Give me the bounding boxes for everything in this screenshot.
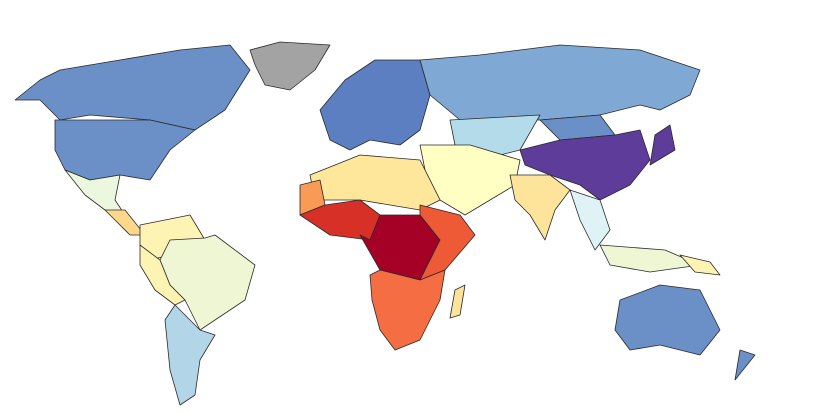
madagascar [449, 284, 466, 319]
papua [679, 254, 721, 276]
mexico [64, 169, 126, 216]
china [519, 129, 651, 201]
new-zealand [734, 349, 756, 381]
southeast-asia [569, 189, 611, 251]
japan [649, 124, 676, 166]
usa [54, 119, 196, 181]
australia [614, 284, 721, 356]
southern-cone [164, 304, 216, 406]
canada-alaska [14, 44, 251, 131]
indonesia [599, 244, 701, 273]
russia [419, 44, 701, 121]
greenland [249, 41, 331, 91]
southern-africa [369, 269, 446, 351]
india [509, 174, 571, 241]
europe [319, 59, 431, 151]
andes [139, 244, 186, 306]
central-america [104, 209, 146, 236]
